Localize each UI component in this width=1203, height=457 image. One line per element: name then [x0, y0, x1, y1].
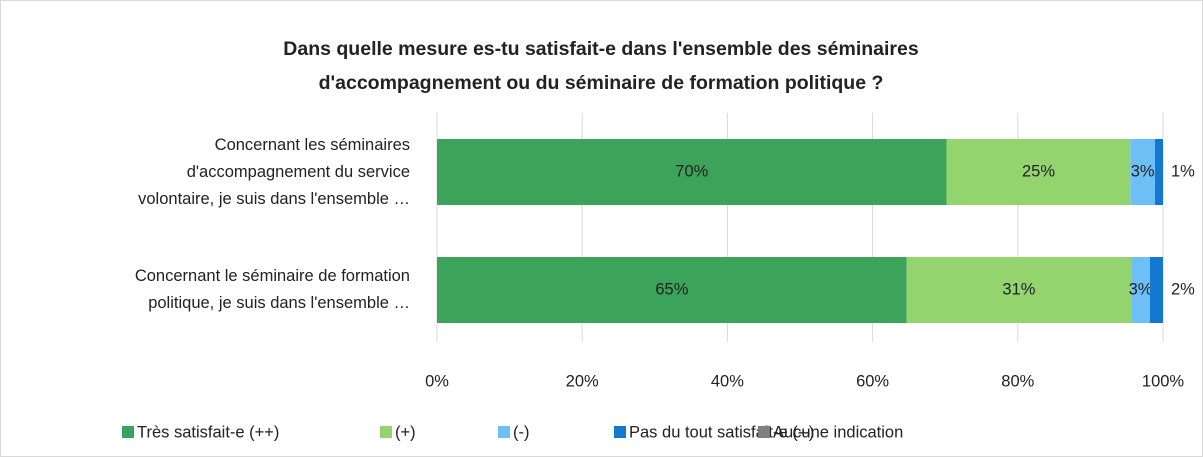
- chart-title: Dans quelle mesure es-tu satisfait-e dan…: [283, 38, 919, 94]
- data-label: 65%: [655, 280, 688, 298]
- bar-segment: [1149, 257, 1163, 323]
- bar-segment: [1131, 257, 1150, 323]
- x-tick-label: 80%: [1001, 372, 1034, 390]
- bar-segment: [437, 257, 907, 323]
- bar-segment: [906, 257, 1132, 323]
- legend-swatch: [122, 426, 134, 438]
- legend-label: (-): [513, 423, 529, 441]
- data-label: 1%: [1171, 162, 1195, 180]
- bar-segment: [946, 139, 1131, 205]
- legend-label: Très satisfait-e (++): [137, 423, 279, 441]
- data-label: 3%: [1131, 162, 1155, 180]
- legend-swatch: [498, 426, 510, 438]
- x-tick-label: 40%: [711, 372, 744, 390]
- data-label: 25%: [1022, 162, 1055, 180]
- x-tick-label: 100%: [1142, 372, 1185, 390]
- x-tick-label: 20%: [566, 372, 599, 390]
- x-tick-label: 60%: [856, 372, 889, 390]
- bar-segment: [1130, 139, 1156, 205]
- legend-swatch: [380, 426, 392, 438]
- data-label: 3%: [1129, 280, 1153, 298]
- legend-swatch: [614, 426, 626, 438]
- legend-label: Aucune indication: [773, 423, 903, 441]
- data-label: 70%: [675, 162, 708, 180]
- bar-segment: [437, 139, 947, 205]
- bar-segment: [1155, 139, 1163, 205]
- category-label: Concernant le séminaire de formation pol…: [134, 267, 410, 312]
- category-label: Concernant les séminaires d'accompagneme…: [138, 135, 410, 208]
- legend-label: (+): [395, 423, 416, 441]
- x-tick-label: 0%: [425, 372, 449, 390]
- data-label: 2%: [1171, 280, 1195, 298]
- data-label: 31%: [1002, 280, 1035, 298]
- legend-swatch: [758, 426, 770, 438]
